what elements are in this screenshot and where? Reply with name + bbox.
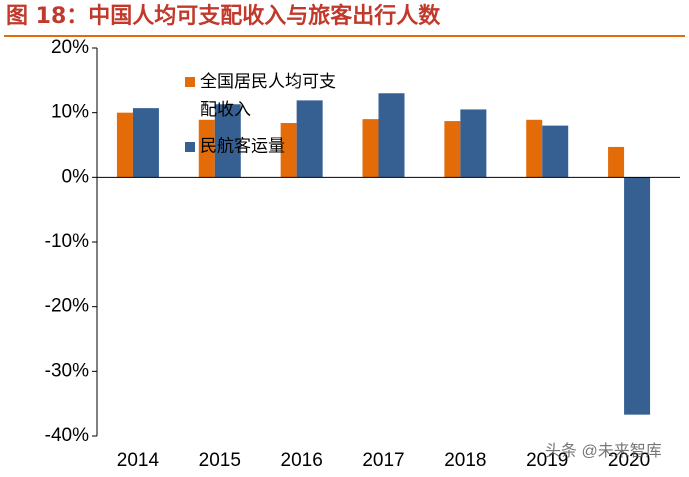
bar	[362, 119, 379, 178]
x-tick-label: 2019	[526, 450, 568, 471]
bar	[296, 100, 323, 178]
y-tick-label: -30%	[45, 360, 89, 381]
legend-swatch	[185, 142, 195, 152]
x-tick-label: 2015	[199, 450, 241, 471]
x-tick-label: 2014	[117, 450, 160, 471]
bar	[116, 112, 133, 178]
y-tick-label: 20%	[51, 37, 89, 58]
watermark: 头条 @未来智库	[545, 442, 662, 460]
bar	[378, 93, 405, 178]
y-tick-label: -10%	[45, 231, 89, 252]
x-tick-label: 2016	[281, 450, 323, 471]
legend-label: 民航客运量	[200, 137, 285, 157]
x-tick-label: 2020	[608, 450, 650, 471]
bar	[214, 104, 241, 178]
x-tick-label: 2017	[362, 450, 404, 471]
bar	[624, 177, 651, 415]
y-tick-label: -20%	[45, 296, 89, 317]
bar	[608, 146, 625, 178]
bar	[460, 109, 487, 178]
bar	[526, 119, 543, 178]
y-tick-label: -40%	[45, 425, 89, 446]
legend-swatch	[185, 77, 195, 87]
legend-label: 全国居民人均可支配收入	[200, 72, 336, 120]
bar	[198, 119, 215, 178]
bar	[280, 123, 297, 178]
bar	[444, 121, 461, 178]
bar	[542, 125, 569, 178]
bar	[132, 108, 159, 178]
x-tick-label: 2018	[444, 450, 486, 471]
y-tick-label: 0%	[62, 166, 90, 187]
y-tick-label: 10%	[51, 102, 89, 123]
chart-title: 图 18：中国人均可支配收入与旅客出行人数	[6, 3, 441, 29]
